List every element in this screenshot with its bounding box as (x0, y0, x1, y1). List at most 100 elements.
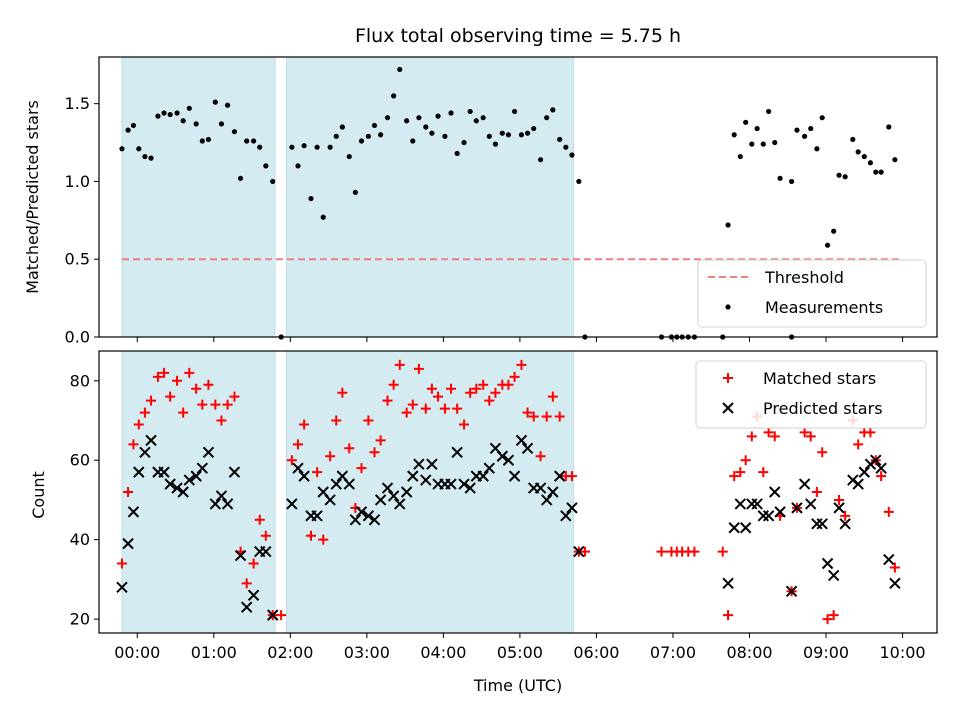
measurement-point (760, 141, 766, 147)
measurement-point (480, 115, 486, 121)
x-tick-label: 08:00 (726, 643, 772, 662)
x-tick-label: 09:00 (803, 643, 849, 662)
measurement-point (486, 133, 492, 139)
predicted-star-point (343, 478, 355, 490)
top-y-tick-label: 1.0 (65, 172, 90, 191)
matched-star-point (172, 375, 183, 386)
measurement-point (788, 178, 795, 185)
bottom-y-tick-label: 80 (70, 371, 90, 390)
matched-star-point (178, 407, 189, 418)
predicted-star-point (177, 486, 189, 498)
top-series-0 (119, 66, 898, 340)
measurement-point (550, 107, 556, 113)
matched-star-point (210, 399, 221, 410)
matched-star-point (547, 391, 558, 402)
predicted-star-point (805, 498, 817, 510)
top-shaded-interval-1 (285, 56, 574, 338)
top-legend-box (697, 259, 927, 328)
measurement-point (461, 139, 467, 146)
predicted-star-point (483, 462, 496, 474)
matched-star-point (740, 455, 751, 466)
matched-star-point (312, 467, 323, 478)
matched-star-point (746, 431, 757, 442)
measurement-point (142, 153, 148, 160)
matched-star-point (276, 610, 287, 621)
measurement-point (743, 119, 749, 125)
predicted-star-point (183, 474, 196, 486)
matched-star-point (248, 558, 259, 569)
matched-star-point (805, 431, 816, 442)
matched-star-point (503, 379, 514, 390)
top-y-tick-label: 0.0 (65, 328, 90, 347)
measurement-point (505, 132, 512, 138)
matched-star-point (465, 387, 476, 398)
matched-star-point (286, 455, 297, 466)
matched-star-point (865, 427, 876, 438)
matched-star-point (407, 399, 418, 410)
predicted-star-point (394, 498, 406, 510)
measurement-point (289, 144, 295, 150)
x-tick-label: 06:00 (573, 643, 619, 662)
predicted-star-point (122, 537, 134, 550)
matched-star-point (528, 411, 539, 422)
measurement-point (186, 105, 192, 111)
measurement-point (886, 124, 892, 130)
predicted-star-point (209, 498, 222, 510)
matched-star-point (554, 411, 565, 422)
legend-matched-swatch (723, 373, 733, 383)
measurement-point (878, 169, 884, 175)
measurement-point (119, 146, 125, 152)
matched-star-point (811, 487, 822, 497)
predicted-star-point (387, 490, 400, 502)
matched-star-point (471, 383, 482, 394)
measurement-point (193, 121, 199, 127)
measurement-point (511, 108, 518, 115)
x-tick-label: 05:00 (497, 643, 543, 662)
predicted-star-point (573, 545, 585, 558)
x-tick-label: 02:00 (267, 643, 313, 662)
matched-star-point (139, 407, 150, 418)
measurement-point (308, 195, 314, 202)
matched-star-point (184, 367, 195, 378)
measurement-point (391, 93, 397, 99)
matched-star-point (723, 610, 734, 621)
matched-star-point (318, 534, 329, 545)
matched-star-point (516, 359, 527, 370)
measurement-point (231, 129, 238, 135)
predicted-star-point (221, 498, 234, 510)
matched-star-point (356, 463, 367, 474)
predicted-star-point (286, 498, 298, 510)
predicted-star-point (785, 585, 798, 598)
predicted-star-point (324, 494, 336, 506)
bottom-legend-box (695, 360, 927, 429)
predicted-star-point (791, 502, 803, 514)
measurement-point (205, 136, 212, 143)
matched-star-point (229, 391, 240, 402)
measurement-point (892, 157, 898, 163)
predicted-star-point (757, 510, 769, 522)
predicted-star-point (164, 478, 176, 490)
matched-star-point (735, 467, 746, 478)
measurement-point (725, 222, 731, 228)
matched-star-point (420, 403, 431, 414)
matched-star-point (656, 546, 667, 557)
matched-star-point (222, 399, 233, 410)
matched-star-point (133, 419, 144, 430)
measurement-point (327, 144, 333, 150)
predicted-star-point (534, 482, 547, 494)
measurement-point (384, 115, 391, 121)
matched-star-point (146, 395, 157, 406)
measurement-point (199, 138, 205, 144)
predicted-star-point (458, 478, 470, 490)
measurement-point (454, 150, 460, 157)
measurement-point (371, 122, 378, 129)
measurement-point (518, 132, 525, 138)
measurement-point (397, 66, 403, 73)
predicted-star-point (355, 506, 368, 518)
predicted-star-point (739, 522, 752, 534)
x-tick-label: 01:00 (191, 643, 237, 662)
predicted-star-point (515, 434, 528, 447)
measurement-point (492, 141, 499, 147)
matched-star-point (579, 546, 590, 557)
x-tick-label: 07:00 (650, 643, 696, 662)
